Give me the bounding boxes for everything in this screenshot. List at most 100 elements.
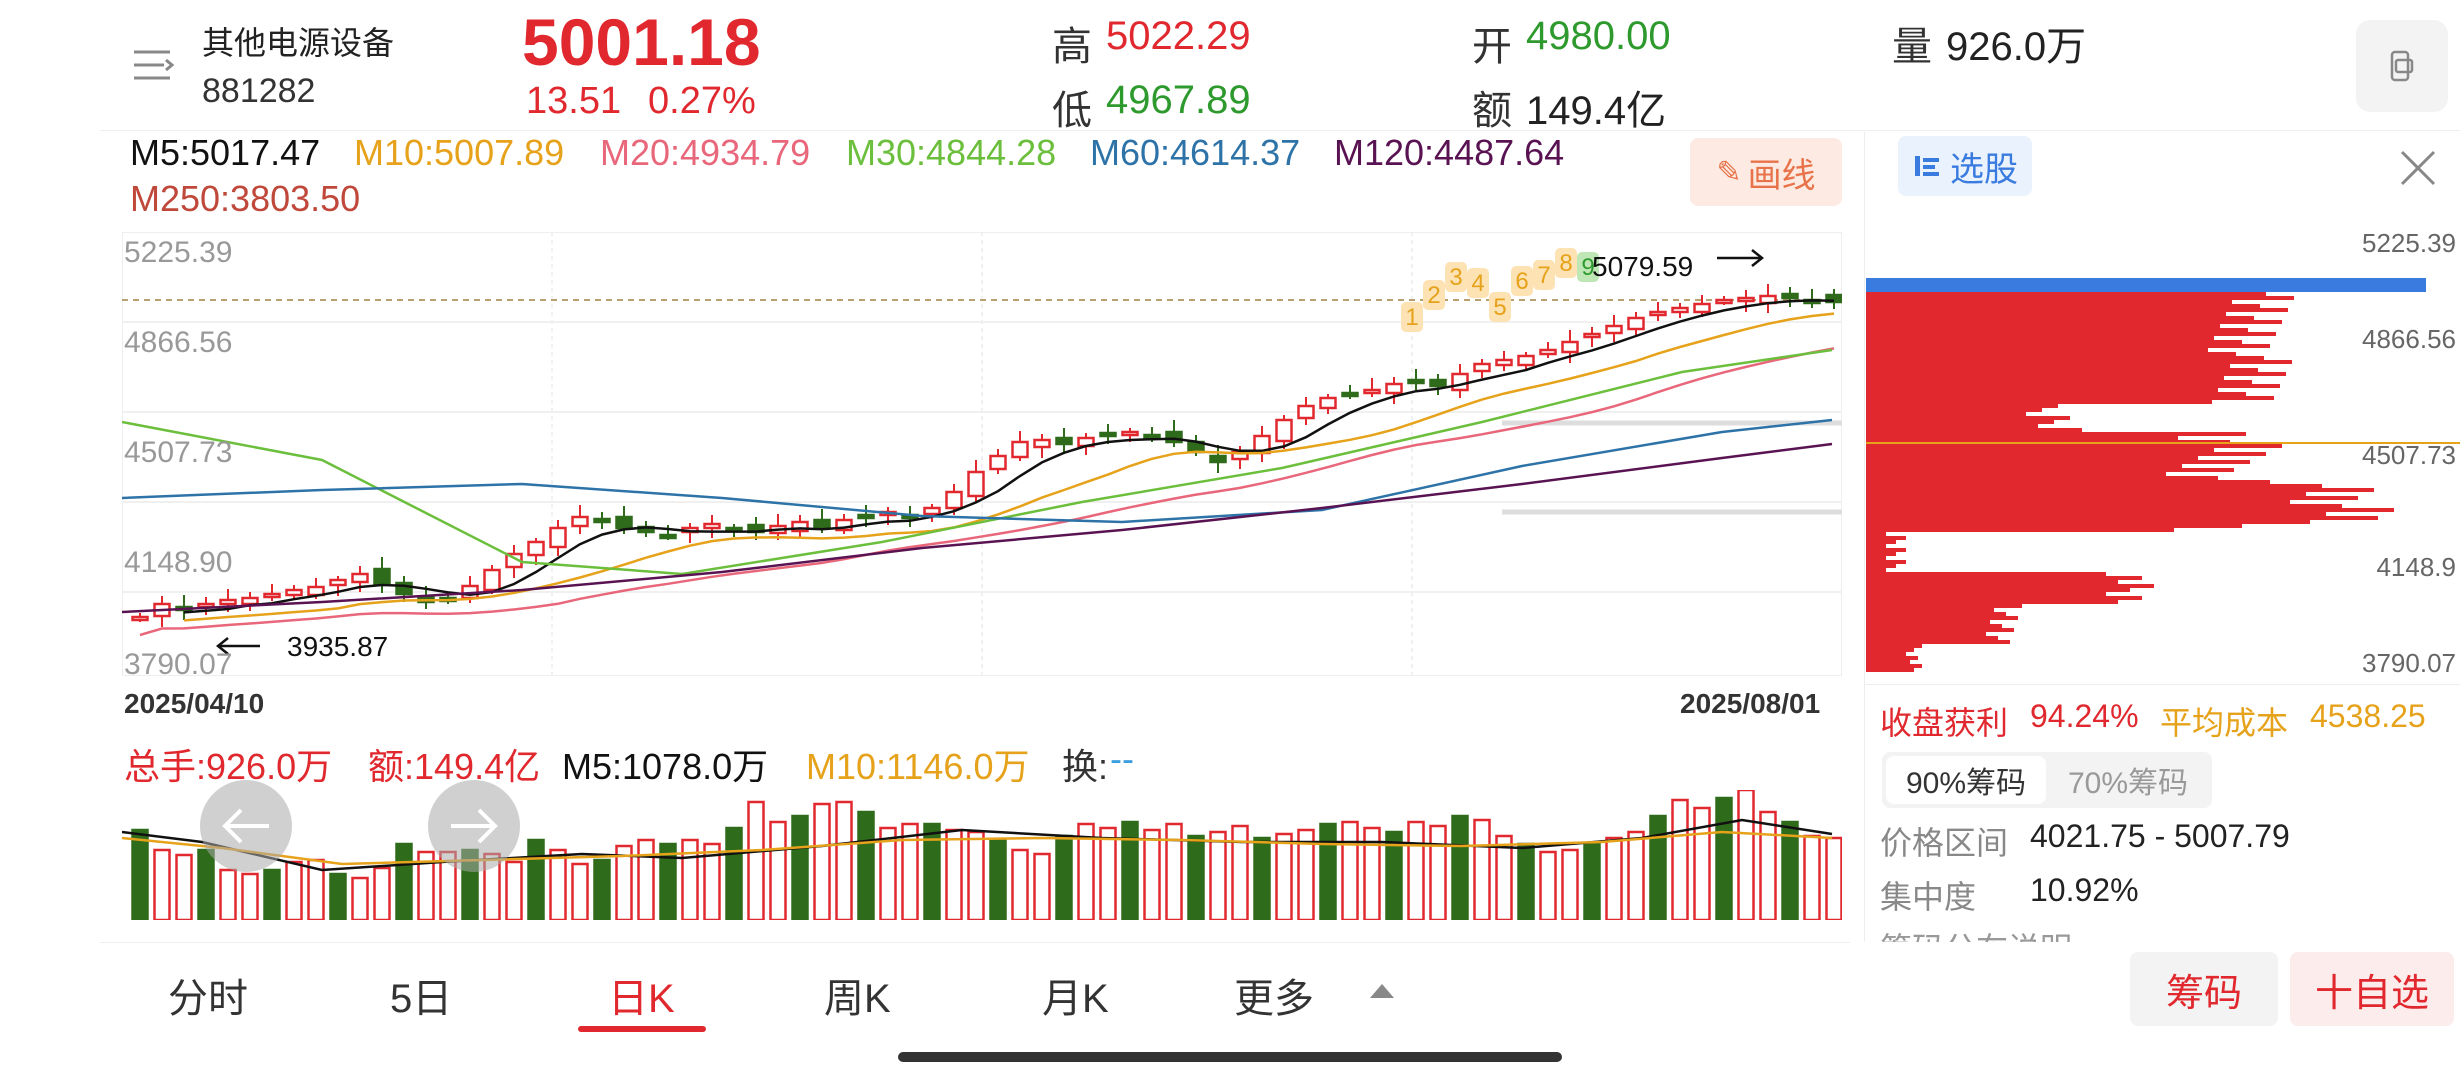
chip-bar [1866, 324, 2220, 328]
chip-bar [1866, 332, 2276, 336]
close-icon[interactable] [2396, 146, 2440, 190]
volume-bar [945, 828, 963, 920]
chip-bar [1866, 604, 2022, 608]
concentration-value: 10.92% [2030, 872, 2139, 908]
chip-bar [1866, 396, 2274, 400]
volume-bar [703, 842, 721, 920]
add-watchlist-button[interactable]: 十自选 [2290, 952, 2454, 1026]
chip-bar [1866, 532, 1886, 536]
tab-90-chip[interactable]: 90%筹码 [1886, 756, 2046, 804]
ma-line [183, 299, 1835, 614]
volume-bar [1429, 824, 1447, 920]
chip-bar [1866, 428, 2082, 432]
candle-body [835, 518, 853, 532]
sequence-number: 2 [1427, 282, 1440, 309]
chip-bar [1866, 656, 1918, 660]
chip-bar [1866, 340, 2242, 344]
chip-bar [1866, 476, 2218, 480]
chip-description-label: 筹码分布说明 [1880, 931, 2072, 942]
menu-icon[interactable] [130, 40, 180, 90]
volume-bar [1627, 830, 1645, 920]
volume-bar [1099, 826, 1117, 920]
chip-bar [1866, 488, 2374, 492]
kline-ma-lines [122, 299, 1835, 637]
date-end: 2025/08/01 [1680, 688, 1821, 719]
candle-body [527, 540, 545, 557]
y-axis-label: 5225.39 [124, 236, 233, 269]
volume-bars [131, 790, 1842, 920]
candle-body [989, 454, 1007, 471]
scroll-right-button[interactable] [428, 780, 520, 872]
tab-monthly-k[interactable]: 月K [1042, 977, 1109, 1021]
draw-line-label: 画线 [1747, 156, 1816, 195]
candle-body [813, 518, 831, 530]
volume-ma10-line [122, 830, 1833, 866]
open-value: 4980.00 [1526, 14, 1671, 58]
draw-line-button[interactable]: ✎ 画线 [1690, 138, 1842, 206]
chip-bar [1866, 576, 2142, 580]
volume-bar [1715, 796, 1733, 920]
current-price: 5001.18 [522, 5, 761, 79]
profit-value: 94.24% [2030, 698, 2139, 734]
volume-bar [725, 826, 743, 920]
volume-bar [1033, 852, 1051, 920]
volume-bar [1143, 828, 1161, 920]
volume-bar [857, 810, 875, 920]
chip-bar [1866, 408, 2042, 412]
sequence-number: 4 [1471, 270, 1484, 297]
volume-bar [505, 860, 523, 920]
chip-bar [1866, 376, 2224, 380]
candle-body [1583, 332, 1601, 339]
volume-label: 量 [1892, 25, 1932, 69]
tab-5day[interactable]: 5日 [390, 977, 453, 1021]
tab-intraday[interactable]: 分时 [168, 977, 248, 1021]
volume-bar [967, 830, 985, 920]
tab-weekly-k[interactable]: 周K [824, 977, 891, 1021]
price-change-pct: 0.27% [648, 80, 756, 122]
chip-bar [1866, 628, 2014, 632]
chip-button[interactable]: 筹码 [2130, 952, 2278, 1026]
caret-up-icon[interactable] [1370, 984, 1394, 998]
candle-body [1429, 378, 1447, 388]
chip-bar [1866, 304, 2260, 308]
chip-bar [1866, 588, 2130, 592]
candle-body [1121, 430, 1139, 437]
add-watchlist-label: 十自选 [2314, 972, 2429, 1015]
volume-chart[interactable] [122, 790, 1842, 920]
select-stock-button[interactable]: 选股 [1898, 136, 2032, 196]
sequence-number: 6 [1515, 268, 1528, 295]
candle-body [571, 515, 589, 528]
active-tab-indicator [578, 1026, 706, 1032]
chip-bar [1866, 652, 1906, 656]
candle-body [659, 533, 677, 540]
volume-bar [769, 820, 787, 920]
chip-bar [1866, 380, 2252, 384]
volume-bar [1671, 798, 1689, 920]
ma60-label: M60:4614.37 [1090, 132, 1301, 173]
tab-more[interactable]: 更多 [1234, 977, 1314, 1021]
tab-70-chip[interactable]: 70%筹码 [2048, 756, 2208, 804]
landscape-toggle-button[interactable] [2356, 20, 2448, 112]
candle-body [1341, 391, 1359, 398]
arrow-left-icon [222, 808, 269, 844]
bottom-divider [100, 942, 1850, 943]
kline-chart[interactable]: 123 456 7 8 9 3935.87 5079.59 [122, 232, 1842, 676]
chip-bar [1866, 592, 2106, 596]
volume-bar [1407, 820, 1425, 920]
chip-bar [1866, 300, 2232, 304]
tab-daily-k[interactable]: 日K [608, 977, 675, 1021]
volume-bar [1583, 842, 1601, 920]
scroll-left-button[interactable] [200, 780, 292, 872]
chip-description-link[interactable]: 筹码分布说明 [1880, 924, 2072, 942]
volume-bar [197, 848, 215, 920]
volume-total: 总手:926.0万 [124, 746, 333, 787]
volume-bar [285, 860, 303, 920]
chip-bar [1866, 308, 2288, 312]
turnover-value: -- [1110, 738, 1134, 779]
sequence-marker [1577, 252, 1599, 282]
chip-bar [1866, 580, 2118, 584]
side-divider [1866, 684, 2460, 685]
chip-bar [1866, 360, 2292, 364]
chip-bar [1866, 392, 2246, 396]
candle-body [791, 520, 809, 533]
